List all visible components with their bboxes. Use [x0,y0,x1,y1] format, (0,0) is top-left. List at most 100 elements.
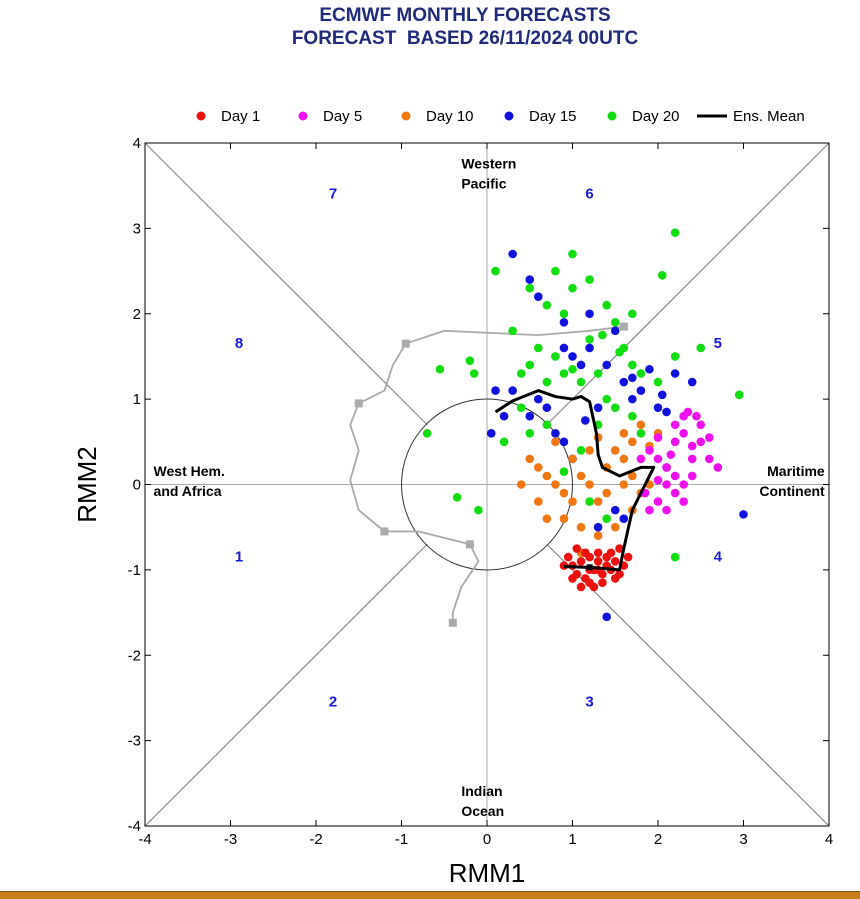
point-day-20 [474,505,483,515]
y-tick-label: -3 [128,733,141,750]
point-day-20 [491,266,500,276]
point-day-5 [679,480,688,489]
point-day-5 [687,441,697,451]
legend-label: Day 10 [426,108,474,125]
analysis-trajectory-marker [401,339,410,348]
legend-swatch [196,111,206,121]
point-day-20 [576,377,586,387]
point-day-20 [628,411,637,421]
point-day-20 [542,420,552,430]
point-day-20 [516,403,526,412]
point-day-10 [534,463,543,472]
point-day-15 [645,364,654,374]
ensemble-points [422,228,748,622]
point-day-5 [653,454,663,464]
point-day-1 [593,557,603,566]
legend-label: Day 1 [221,108,260,125]
point-day-5 [653,475,663,485]
point-day-15 [525,275,535,284]
ensemble-mean-line [494,389,656,572]
y-axis-label: RMM2 [72,446,102,523]
x-tick-label: -3 [224,831,237,848]
phase-number: 1 [235,548,243,565]
legend-swatch [607,111,617,121]
point-day-15 [610,505,620,515]
point-day-20 [585,275,594,284]
point-day-20 [657,271,667,280]
point-day-20 [653,377,663,387]
legend-label: Day 15 [529,108,577,125]
point-day-1 [568,574,577,583]
point-day-5 [696,437,706,447]
point-day-1 [598,578,607,587]
point-day-15 [585,343,594,353]
point-day-10 [636,420,646,430]
point-day-5 [683,407,693,417]
point-day-5 [662,463,671,472]
title-line-2: FORECAST BASED 26/11/2024 00UTC [291,28,639,49]
y-tick-label: 0 [133,477,141,494]
point-day-1 [576,557,586,566]
point-day-5 [653,497,663,506]
analysis-trajectory-marker [619,322,628,331]
point-day-20 [615,347,624,357]
point-day-15 [508,249,517,259]
point-day-20 [551,266,560,276]
point-day-20 [670,552,680,562]
x-tick-label: -4 [138,831,151,848]
point-day-15 [636,386,646,395]
point-day-15 [585,309,594,319]
point-day-5 [653,433,663,442]
x-tick-label: -2 [309,831,322,848]
point-day-20 [696,343,706,353]
point-day-20 [568,364,577,374]
phase-number: 2 [329,693,337,710]
point-day-20 [469,369,479,378]
point-day-10 [576,522,586,532]
legend-label: Day 20 [632,108,680,125]
region-label: Western [461,156,516,172]
point-day-20 [542,300,552,310]
point-day-1 [576,582,586,592]
point-day-15 [559,343,569,353]
point-day-15 [559,437,569,447]
analysis-trajectory-marker [354,399,363,408]
point-day-15 [687,377,697,387]
y-tick-label: 2 [133,306,141,323]
analysis-trajectory [349,322,628,627]
legend-label: Ens. Mean [733,108,805,125]
point-day-20 [422,428,432,438]
y-tick-label: 4 [133,135,141,152]
point-day-1 [615,544,624,553]
point-day-20 [551,352,560,361]
phase-number: 3 [585,693,593,710]
point-day-20 [636,428,646,438]
point-day-20 [516,369,526,378]
phase-number: 6 [585,185,593,202]
point-day-15 [628,394,637,404]
point-day-5 [679,497,688,506]
point-day-10 [610,446,620,455]
point-day-20 [576,446,586,455]
point-day-5 [636,454,646,464]
point-day-10 [525,454,535,464]
point-day-20 [499,437,509,447]
point-day-15 [657,390,667,400]
unit-circle [401,398,573,571]
point-day-10 [602,488,611,498]
point-day-15 [534,394,543,404]
point-day-15 [670,369,680,378]
legend-swatch [298,111,308,121]
point-day-15 [508,386,517,395]
analysis-trajectory-marker [380,527,389,536]
analysis-trajectory-marker [465,540,474,549]
point-day-5 [670,420,680,430]
point-day-15 [568,352,577,361]
point-day-10 [559,514,569,523]
point-day-1 [563,552,573,562]
point-day-20 [610,317,620,327]
point-day-20 [559,467,569,476]
region-label: Ocean [461,803,504,819]
point-day-20 [559,369,569,378]
point-day-10 [559,488,569,498]
